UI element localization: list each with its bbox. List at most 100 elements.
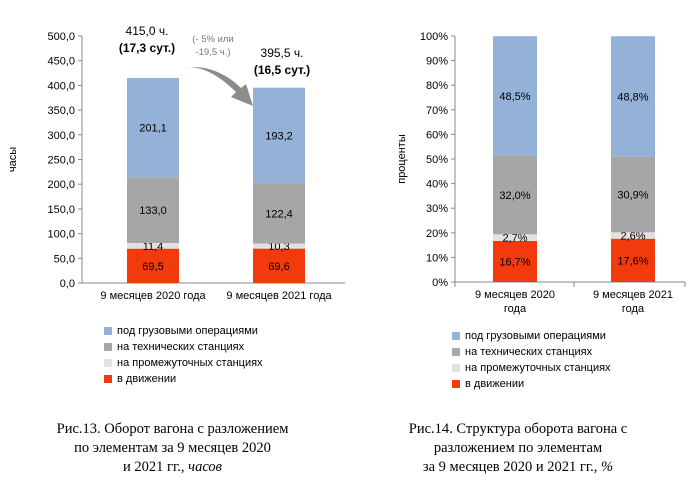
caption-text: за 9 месяцев 2020 и 2021 гг.,	[422, 459, 602, 475]
figure-13: 0,0 50,0 100,0 150,0 200,0 250,0 300,0 350,0 400…	[0, 0, 345, 500]
legend-label: на промежуточных станциях	[465, 362, 611, 374]
y-tick-label: 400,0	[47, 80, 75, 92]
y-axis-label: проценты	[396, 134, 408, 184]
legend-label: под грузовыми операциями	[117, 325, 258, 337]
y-tick-label: 20%	[426, 228, 448, 240]
legend-swatch-intermediate	[104, 359, 112, 367]
y-tick-label: 70%	[426, 105, 448, 117]
bar-segment-in-motion	[611, 238, 655, 282]
legend-label: на промежуточных станциях	[117, 357, 263, 369]
legend-item-intermediate: на промежуточных станциях	[104, 355, 263, 371]
y-tick-label: 60%	[426, 129, 448, 141]
bar-segment-cargo	[611, 36, 655, 157]
chart-legend: под грузовыми операциями на технических …	[452, 328, 611, 392]
caption-line: за 9 месяцев 2020 и 2021 гг., %	[365, 458, 671, 477]
total-days-2021: (16,5 сут.)	[254, 63, 310, 77]
legend-item-in-motion: в движении	[104, 371, 263, 387]
total-days-2020: (17,3 сут.)	[119, 41, 175, 55]
chart-legend: под грузовыми операциями на технических …	[104, 323, 263, 387]
data-label-in-motion: 69,5	[142, 261, 163, 273]
y-tick-label: 50%	[426, 154, 448, 166]
data-label-in-motion: 17,6%	[617, 255, 648, 267]
legend-swatch-intermediate	[452, 364, 460, 372]
legend-label: на технических станциях	[117, 341, 245, 353]
legend-label: в движении	[465, 378, 525, 390]
figure-14: 0% 10% 20% 30% 40% 50% 60% 70% 80% 90% 100% процент…	[345, 0, 691, 500]
x-tick-label: года	[622, 303, 645, 315]
caption-text: и 2021 гг.,	[123, 459, 189, 475]
legend-item-in-motion: в движении	[452, 376, 611, 392]
legend-label: в движении	[117, 373, 177, 385]
data-label-technical: 133,0	[139, 205, 167, 217]
data-label-intermediate: 2,6%	[620, 231, 645, 243]
y-tick-label: 0,0	[60, 278, 75, 290]
y-tick-label: 10%	[426, 252, 448, 264]
chart-turnover-hours: 0,0 50,0 100,0 150,0 200,0 250,0 300,0 350,0 400…	[7, 24, 345, 302]
legend-label: на технических станциях	[465, 346, 593, 358]
data-label-cargo: 193,2	[265, 130, 293, 142]
y-tick-label: 100%	[420, 31, 448, 43]
data-label-in-motion: 69,6	[268, 261, 289, 273]
bar-segment-intermediate	[493, 234, 537, 241]
legend-item-cargo: под грузовыми операциями	[452, 328, 611, 344]
x-tick-label: 9 месяцев 2020 года	[100, 290, 206, 302]
data-label-technical: 122,4	[265, 208, 293, 220]
bar-segment-technical	[493, 155, 537, 235]
y-tick-label: 30%	[426, 203, 448, 215]
legend-label: под грузовыми операциями	[465, 330, 606, 342]
total-label-2021: 395,5 ч.	[261, 46, 304, 60]
bar-segment-intermediate	[253, 243, 305, 249]
caption-unit: %	[601, 459, 614, 475]
bar-segment-technical	[611, 156, 655, 233]
caption-line: по элементам за 9 месяцев 2020	[74, 440, 271, 456]
data-label-cargo: 48,5%	[499, 91, 530, 103]
bar-segment-in-motion	[127, 248, 179, 283]
legend-swatch-cargo	[104, 327, 112, 335]
bar-segment-in-motion	[253, 248, 305, 283]
figure-caption: Рис.14. Структура оборота вагона с разло…	[365, 420, 671, 477]
y-tick-label: 350,0	[47, 105, 75, 117]
data-label-intermediate: 2,7%	[502, 233, 527, 245]
y-tick-label: 200,0	[47, 179, 75, 191]
legend-item-technical: на технических станциях	[104, 339, 263, 355]
legend-swatch-in-motion	[104, 375, 112, 383]
y-tick-label: 100,0	[47, 229, 75, 241]
x-tick-label: 9 месяцев 2021	[593, 289, 673, 301]
x-tick-label: 9 месяцев 2020	[475, 289, 555, 301]
x-tick-label: года	[504, 303, 527, 315]
caption-line: Рис.14. Структура оборота вагона с	[408, 421, 628, 437]
bar-segment-technical	[253, 183, 305, 244]
caption-unit: часов	[188, 459, 222, 475]
legend-swatch-technical	[104, 343, 112, 351]
caption-line: и 2021 гг., часов	[20, 458, 325, 477]
legend-item-intermediate: на промежуточных станциях	[452, 360, 611, 376]
data-label-cargo: 48,8%	[617, 91, 648, 103]
legend-swatch-in-motion	[452, 380, 460, 388]
y-tick-label: 80%	[426, 80, 448, 92]
legend-swatch-technical	[452, 348, 460, 356]
y-tick-label: 450,0	[47, 56, 75, 68]
caption-line: Рис.13. Оборот вагона с разложением	[56, 421, 289, 437]
bar-segment-intermediate	[127, 243, 179, 249]
change-annotation: (- 5% или	[192, 34, 234, 45]
figure-caption: Рис.13. Оборот вагона с разложением по э…	[20, 420, 325, 477]
legend-item-cargo: под грузовыми операциями	[104, 323, 263, 339]
data-label-intermediate: 11,4	[143, 241, 164, 253]
x-tick-label: 9 месяцев 2021 года	[226, 290, 332, 302]
y-tick-label: 40%	[426, 179, 448, 191]
y-tick-label: 50,0	[54, 253, 75, 265]
data-label-technical: 32,0%	[499, 190, 530, 202]
chart-turnover-structure: 0% 10% 20% 30% 40% 50% 60% 70% 80% 90% 100% процент…	[396, 31, 686, 315]
data-label-intermediate: 10,3	[268, 241, 289, 253]
y-tick-label: 250,0	[47, 155, 75, 167]
change-annotation: -19,5 ч.)	[195, 47, 230, 58]
bar-segment-in-motion	[493, 240, 537, 282]
bar-segment-cargo	[127, 77, 179, 178]
bar-segment-cargo	[493, 36, 537, 156]
bar-segment-technical	[127, 177, 179, 244]
bar-segment-intermediate	[611, 232, 655, 239]
bar-segment-cargo	[253, 87, 305, 184]
trend-arrow	[184, 66, 253, 106]
y-tick-label: 300,0	[47, 130, 75, 142]
total-label-2020: 415,0 ч.	[126, 24, 169, 38]
